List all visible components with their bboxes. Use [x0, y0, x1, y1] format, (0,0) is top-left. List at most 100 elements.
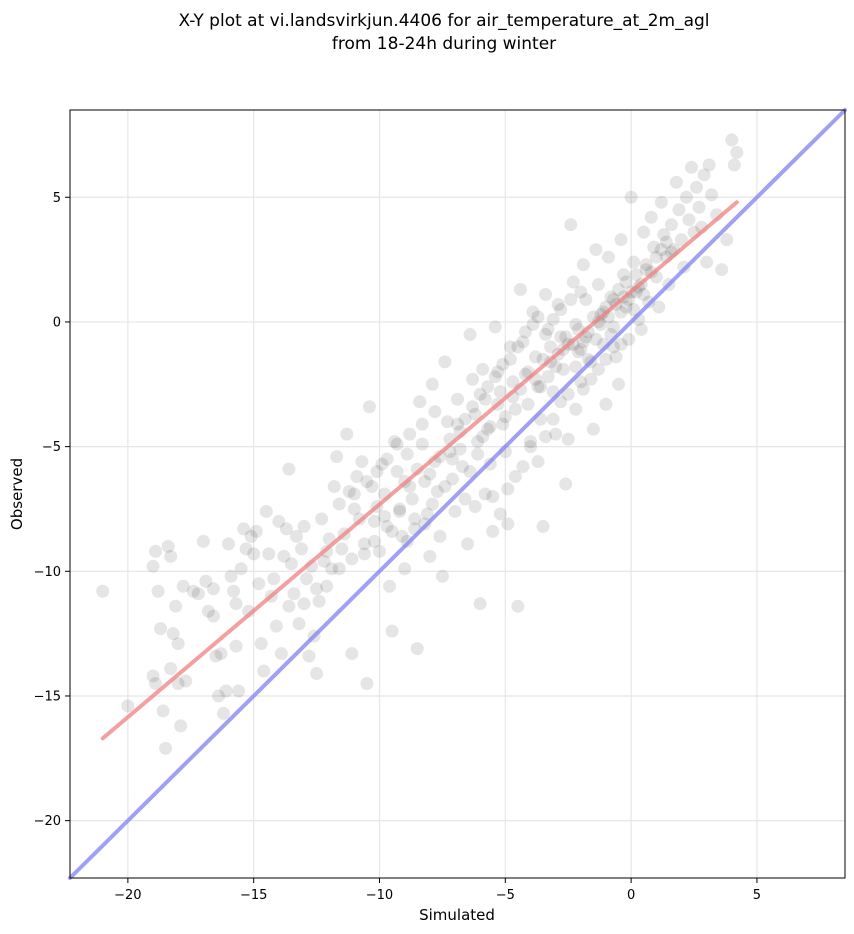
data-point: [154, 622, 168, 636]
data-point: [637, 225, 651, 239]
data-point: [360, 677, 374, 691]
data-point: [725, 133, 739, 147]
data-point: [541, 322, 555, 336]
data-point: [466, 372, 480, 386]
data-point: [531, 455, 545, 469]
x-tick-label: −10: [366, 888, 393, 903]
data-point: [471, 435, 485, 449]
data-point: [612, 377, 626, 391]
data-point: [413, 395, 427, 409]
data-point: [609, 350, 623, 364]
data-point: [222, 537, 236, 551]
data-point: [393, 502, 407, 516]
data-point: [224, 569, 238, 583]
data-point: [501, 482, 515, 496]
data-point: [549, 427, 563, 441]
data-point: [289, 529, 303, 543]
data-point: [176, 579, 190, 593]
data-point: [186, 584, 200, 598]
data-point: [395, 529, 409, 543]
data-point: [403, 427, 417, 441]
y-tick-label: 5: [53, 191, 61, 206]
data-point: [383, 579, 397, 593]
data-point: [488, 370, 502, 384]
data-point: [408, 512, 422, 526]
data-point: [584, 372, 598, 386]
data-point: [405, 492, 419, 506]
data-point: [380, 519, 394, 533]
data-point: [330, 450, 344, 464]
data-point: [637, 288, 651, 302]
data-point: [539, 327, 553, 341]
data-point: [639, 258, 653, 272]
data-point: [211, 689, 225, 703]
data-point: [453, 442, 467, 456]
data-point: [559, 330, 573, 344]
data-point: [672, 203, 686, 217]
data-point: [332, 497, 346, 511]
data-point: [388, 435, 402, 449]
data-point: [617, 268, 631, 282]
data-point: [438, 355, 452, 369]
data-point: [390, 465, 404, 479]
data-point: [320, 579, 334, 593]
data-point: [282, 462, 296, 476]
data-point: [559, 477, 573, 491]
y-axis-ticks: −20 −15 −10 −5 0 5: [34, 191, 70, 829]
data-point: [463, 465, 477, 479]
data-point: [503, 340, 517, 354]
data-point: [521, 397, 535, 411]
data-point: [478, 392, 492, 406]
data-point: [254, 637, 268, 651]
data-point: [317, 554, 331, 568]
data-point: [539, 430, 553, 444]
data-point: [566, 275, 580, 289]
data-point: [604, 290, 618, 304]
data-point: [478, 487, 492, 501]
data-point: [164, 549, 178, 563]
data-point: [647, 240, 661, 254]
data-point: [466, 400, 480, 414]
data-point: [498, 410, 512, 424]
data-point: [423, 549, 437, 563]
data-point: [486, 524, 500, 538]
data-point: [300, 572, 314, 586]
data-point: [591, 278, 605, 292]
data-point: [692, 200, 706, 214]
data-point: [244, 529, 258, 543]
data-point: [523, 435, 537, 449]
data-point: [292, 617, 306, 631]
data-point: [506, 375, 520, 389]
data-point: [569, 402, 583, 416]
data-point: [546, 312, 560, 326]
data-point: [476, 362, 490, 376]
data-point: [96, 584, 110, 598]
data-point: [423, 467, 437, 481]
data-point: [342, 485, 356, 499]
data-point: [345, 552, 359, 566]
x-tick-label: 5: [753, 888, 761, 903]
data-point: [315, 512, 329, 526]
data-point: [410, 642, 424, 656]
data-point: [574, 342, 588, 356]
grid-lines: [70, 110, 845, 878]
data-point: [589, 243, 603, 257]
data-point: [601, 250, 615, 264]
chart-title: X-Y plot at vi.landsvirkjun.4406 for air…: [178, 11, 709, 31]
data-point: [576, 258, 590, 272]
data-point: [607, 320, 621, 334]
y-tick-label: 0: [53, 315, 61, 330]
data-point: [614, 305, 628, 319]
data-point: [378, 509, 392, 523]
data-point: [529, 350, 543, 364]
data-point: [468, 407, 482, 421]
data-point: [357, 547, 371, 561]
data-point: [199, 574, 213, 588]
data-point: [458, 492, 472, 506]
data-point: [164, 662, 178, 676]
data-point: [461, 537, 475, 551]
data-point: [420, 507, 434, 521]
data-point: [347, 487, 361, 501]
data-point: [669, 175, 683, 189]
data-point: [531, 380, 545, 394]
